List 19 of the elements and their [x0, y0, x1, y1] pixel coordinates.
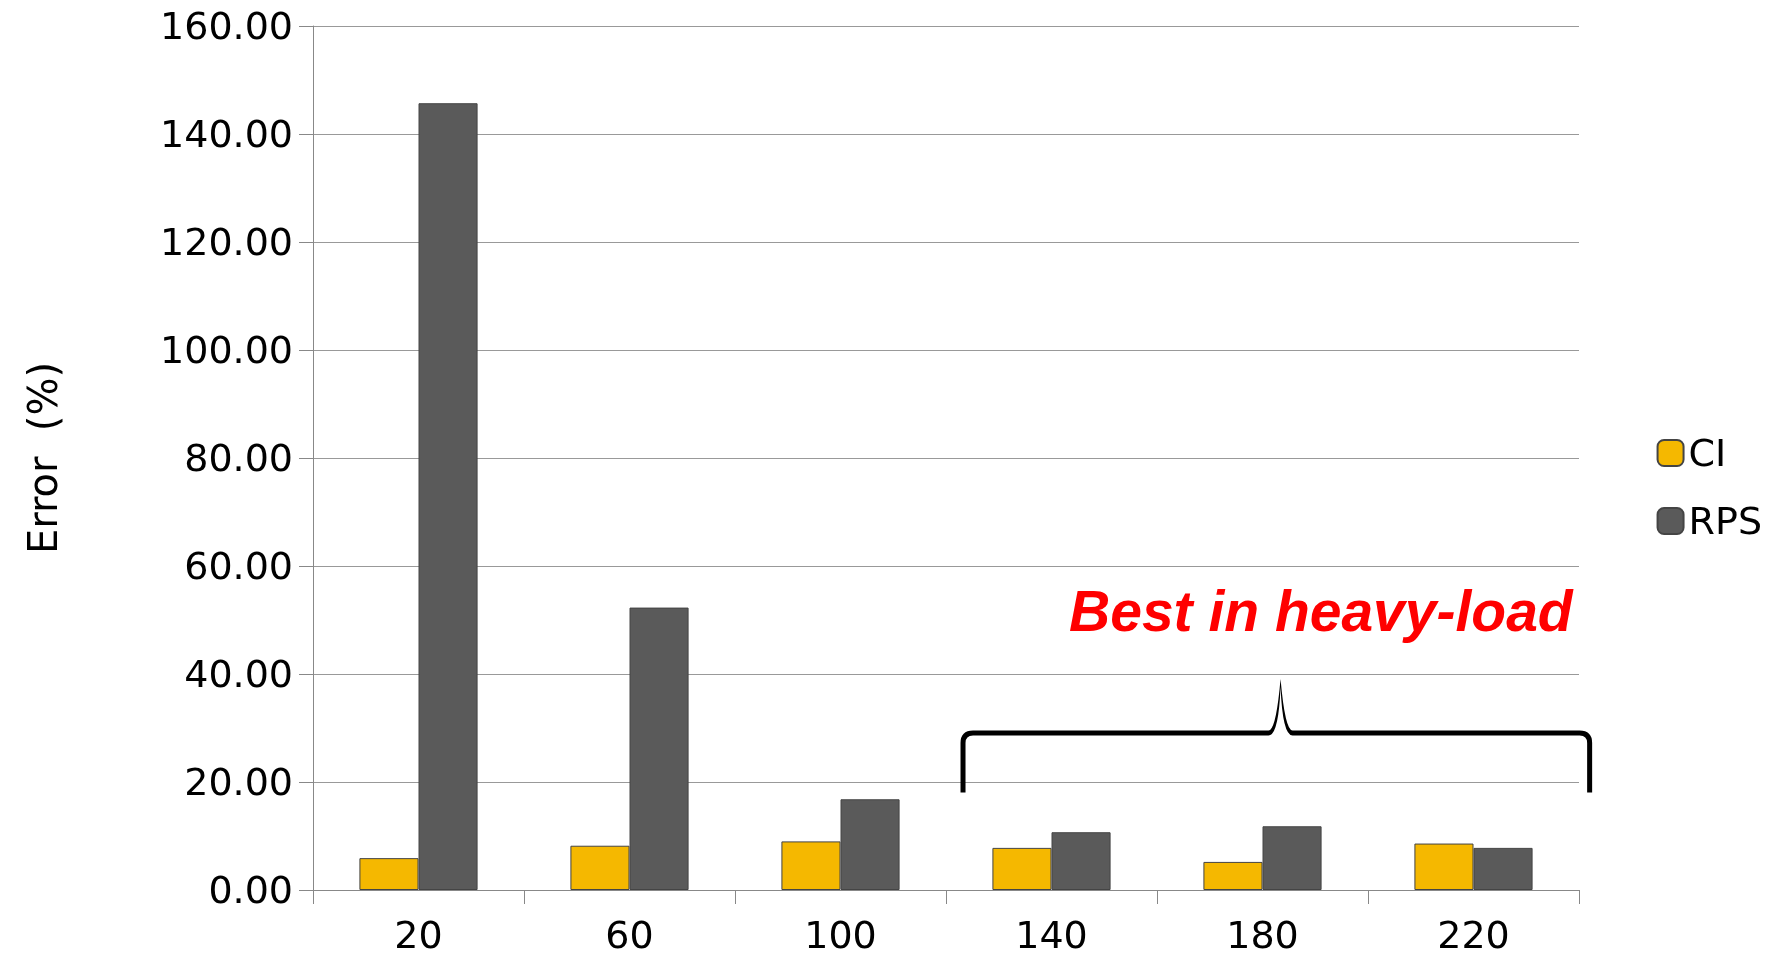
y-tick-label: 60.00 [184, 544, 293, 588]
y-tick-label: 160.00 [160, 4, 293, 48]
annotation: Best in heavy-load [1069, 579, 1574, 644]
legend-label: RPS [1688, 499, 1763, 543]
y-tick-label: 40.00 [184, 652, 293, 696]
x-tick-label: 140 [1015, 913, 1088, 957]
y-tick-label: 100.00 [160, 328, 293, 372]
x-tick-label: 60 [605, 913, 654, 957]
y-tick-label: 80.00 [184, 436, 293, 480]
x-tick-label: 20 [394, 913, 443, 957]
y-tick-label: 140.00 [160, 112, 293, 156]
x-tick-label: 220 [1437, 913, 1510, 957]
x-tick-label: 100 [804, 913, 877, 957]
y-tick-label: 20.00 [184, 760, 293, 804]
y-axis-title: Error (%) [20, 361, 66, 555]
y-tick-label: 0.00 [208, 868, 293, 912]
y-tick-label: 120.00 [160, 220, 293, 264]
legend-label: CI [1688, 431, 1727, 475]
x-tick-label: 180 [1226, 913, 1299, 957]
